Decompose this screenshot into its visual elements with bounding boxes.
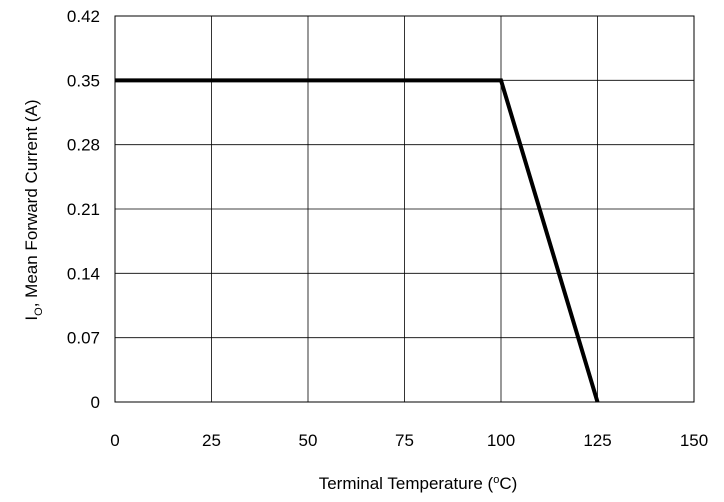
y-tick-label: 0.42 — [67, 7, 100, 26]
y-tick-label: 0 — [91, 393, 100, 412]
x-axis-label-sup: o — [493, 474, 499, 486]
grid-lines — [115, 16, 694, 402]
x-axis-label-end: C) — [499, 474, 517, 493]
y-tick-label: 0.07 — [67, 329, 100, 348]
y-tick-label: 0.28 — [67, 136, 100, 155]
x-tick-label: 0 — [110, 431, 119, 450]
x-tick-label: 75 — [395, 431, 414, 450]
y-axis-label-sub: O — [33, 307, 45, 316]
y-axis-label: IO, Mean Forward Current (A) — [22, 99, 45, 320]
series-line-0 — [115, 78, 600, 403]
x-tick-label: 25 — [202, 431, 221, 450]
x-axis-label: Terminal Temperature (oC) — [319, 474, 518, 493]
x-tick-label: 100 — [487, 431, 515, 450]
series-group — [115, 78, 600, 403]
y-tick-label: 0.14 — [67, 264, 100, 283]
y-axis-label-end: , Mean Forward Current (A) — [22, 99, 41, 307]
x-tick-label: 150 — [680, 431, 708, 450]
x-tick-label: 50 — [299, 431, 318, 450]
y-tick-labels: 0 0.07 0.14 0.21 0.28 0.35 0.42 — [67, 7, 100, 412]
x-tick-label: 125 — [583, 431, 611, 450]
y-tick-label: 0.35 — [67, 71, 100, 90]
y-tick-label: 0.21 — [67, 200, 100, 219]
plot-frame — [114, 15, 695, 403]
x-tick-labels: 0 25 50 75 100 125 150 — [110, 431, 708, 450]
x-axis-label-main: Terminal Temperature ( — [319, 474, 494, 493]
y-axis-label-main: I — [22, 316, 41, 321]
